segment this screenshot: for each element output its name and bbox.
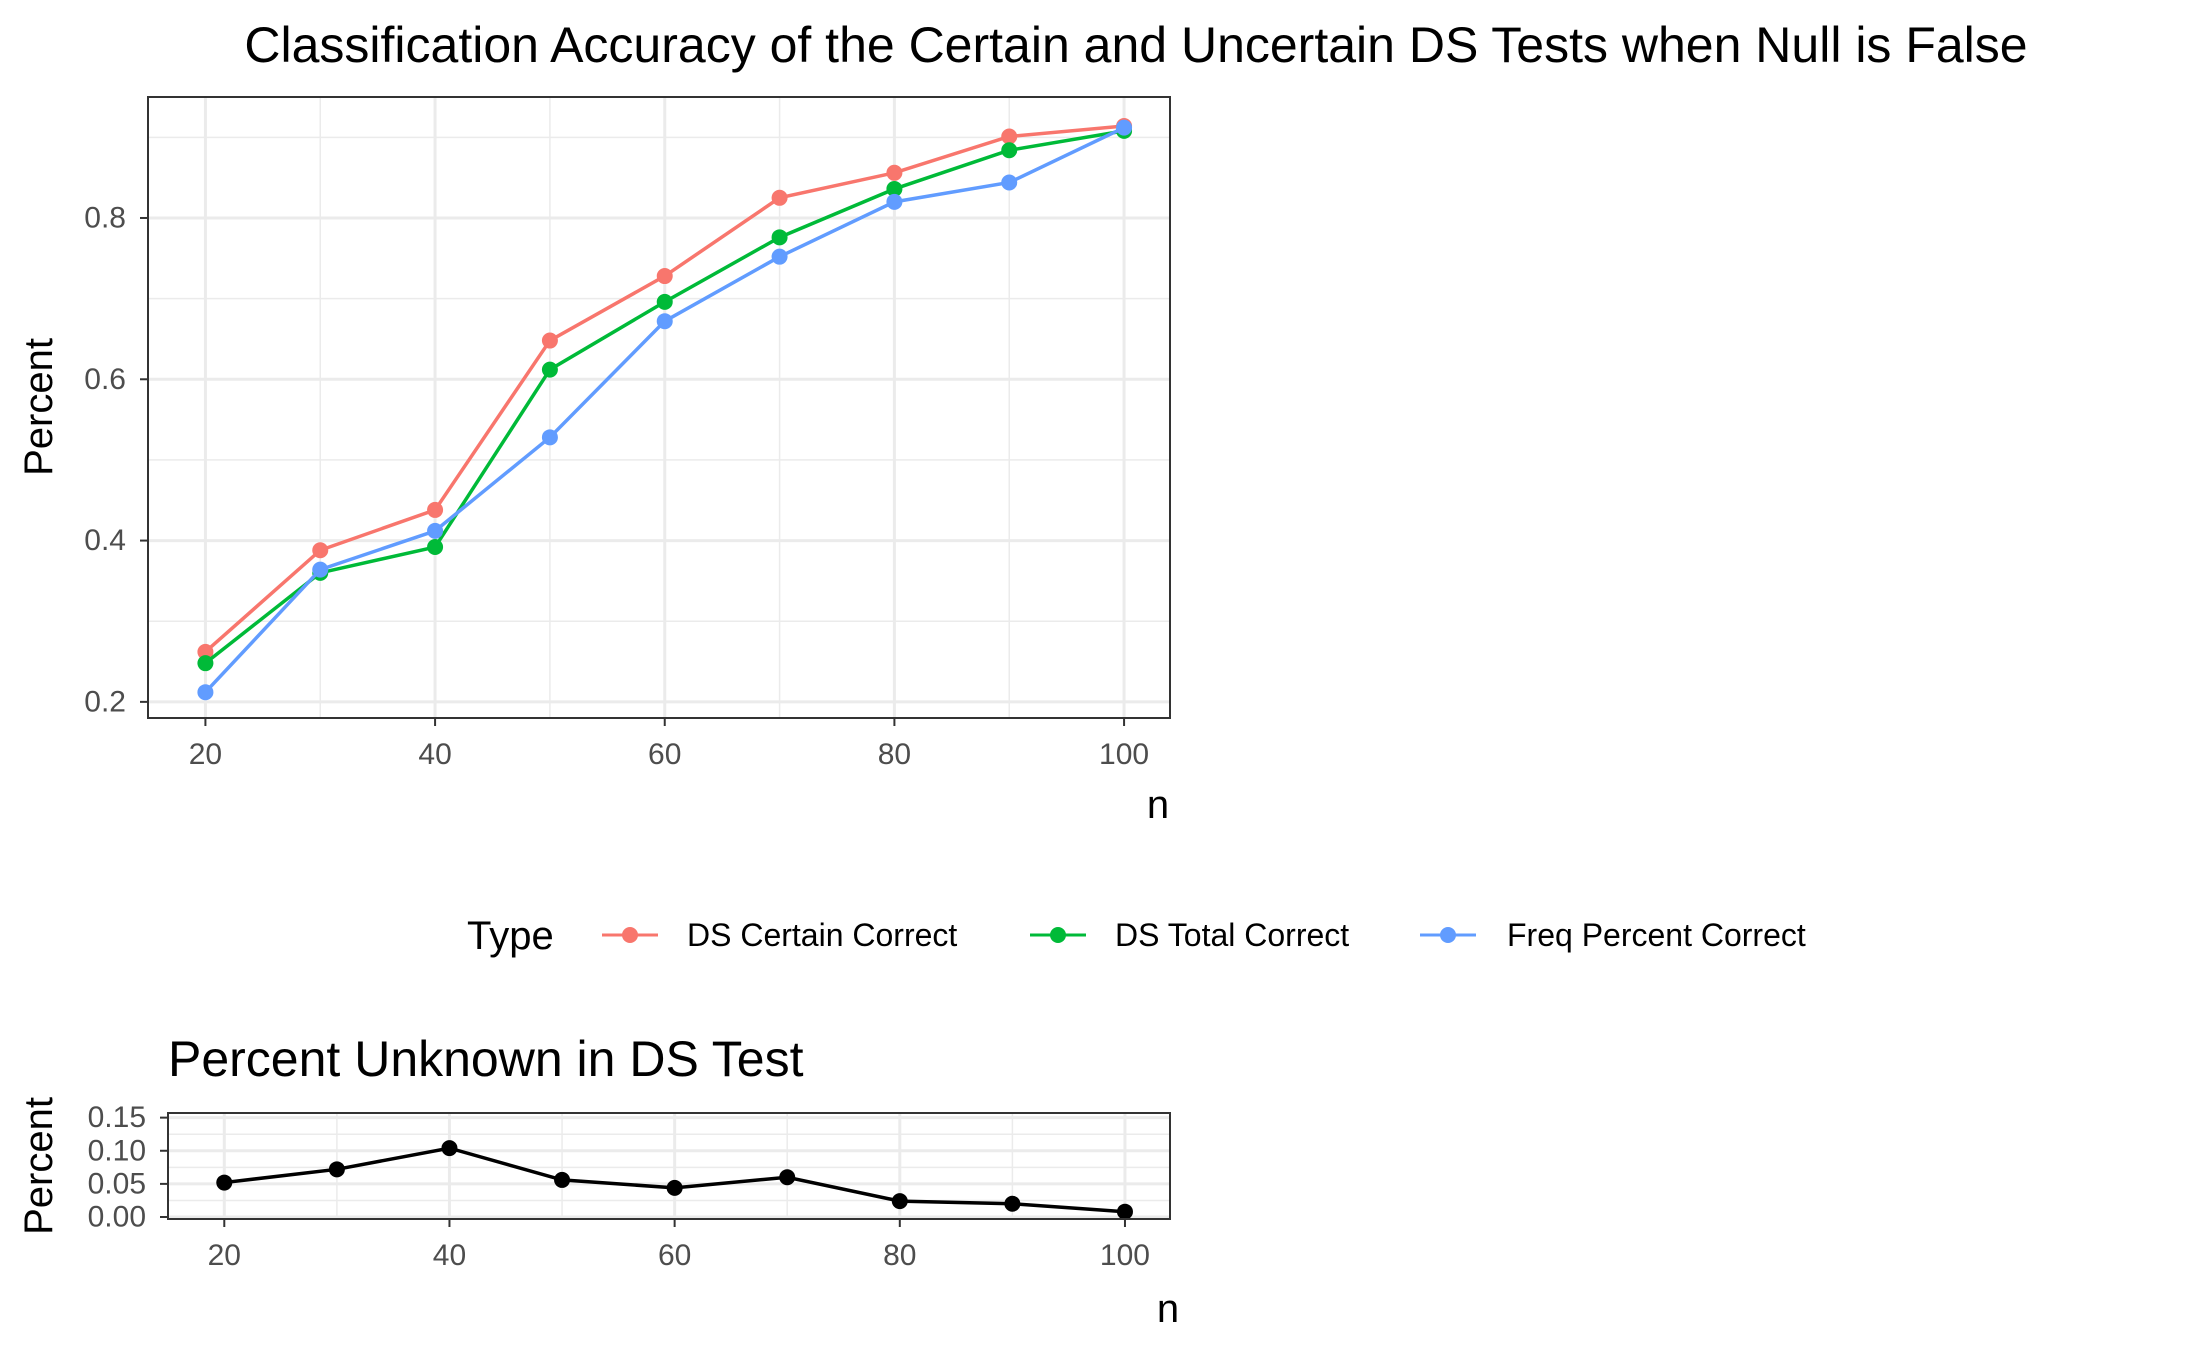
data-point-percent-unknown xyxy=(779,1169,796,1186)
data-point-freq-percent-correct xyxy=(656,313,673,330)
data-point-ds-total-correct xyxy=(197,655,214,672)
bottom-x-axis-title: n xyxy=(1157,1287,1179,1331)
x-axis-title: n xyxy=(1147,783,1169,827)
data-point-ds-certain-correct xyxy=(656,268,673,285)
data-point-freq-percent-correct xyxy=(312,561,329,578)
x-tick-label: 20 xyxy=(189,738,222,771)
bottom-axes xyxy=(160,1116,1126,1227)
data-point-percent-unknown xyxy=(891,1193,908,1210)
x-tick-label: 100 xyxy=(1100,1239,1150,1272)
x-tick-label: 60 xyxy=(658,1239,691,1272)
x-tick-label: 80 xyxy=(883,1239,916,1272)
data-point-ds-certain-correct xyxy=(771,189,788,206)
y-tick-label: 0.10 xyxy=(88,1134,146,1167)
data-point-freq-percent-correct xyxy=(541,429,558,446)
data-point-percent-unknown xyxy=(554,1171,571,1188)
data-point-ds-certain-correct xyxy=(1001,128,1018,145)
data-point-ds-certain-correct xyxy=(427,501,444,518)
x-tick-label: 20 xyxy=(208,1239,241,1272)
legend-key-point-ds-certain-correct xyxy=(622,927,638,943)
bottom-panel-border xyxy=(167,1112,1171,1220)
x-tick-label: 40 xyxy=(433,1239,466,1272)
data-point-freq-percent-correct xyxy=(886,193,903,210)
data-point-freq-percent-correct xyxy=(1001,174,1018,191)
y-tick-label: 0.2 xyxy=(84,685,126,718)
data-point-percent-unknown xyxy=(1004,1195,1021,1212)
data-point-percent-unknown xyxy=(216,1174,233,1191)
data-point-percent-unknown xyxy=(441,1140,458,1157)
y-tick-label: 0.05 xyxy=(88,1167,146,1200)
data-point-ds-total-correct xyxy=(427,539,444,556)
y-tick-label: 0.6 xyxy=(84,363,126,396)
y-tick-label: 0.15 xyxy=(88,1101,146,1134)
data-point-percent-unknown xyxy=(666,1179,683,1196)
data-point-ds-certain-correct xyxy=(886,164,903,181)
data-point-freq-percent-correct xyxy=(1116,119,1133,136)
data-point-ds-certain-correct xyxy=(197,643,214,660)
data-point-freq-percent-correct xyxy=(197,684,214,701)
top-axes xyxy=(140,216,1126,726)
bottom-series xyxy=(216,1140,1133,1220)
bottom-y-axis-title: Percent xyxy=(17,1097,61,1235)
data-point-ds-total-correct xyxy=(656,293,673,310)
legend-title: Type xyxy=(467,914,554,958)
legend: Type DS Certain Correct DS Total Correct… xyxy=(467,914,1806,958)
x-tick-label: 100 xyxy=(1099,738,1149,771)
bottom-chart-title: Percent Unknown in DS Test xyxy=(168,1031,804,1087)
legend-label-freq-percent-correct: Freq Percent Correct xyxy=(1507,917,1806,953)
data-point-ds-total-correct xyxy=(886,180,903,197)
chart-title: Classification Accuracy of the Certain a… xyxy=(244,17,2027,73)
data-point-ds-total-correct xyxy=(771,229,788,246)
y-tick-label: 0.00 xyxy=(88,1201,146,1234)
data-point-percent-unknown xyxy=(328,1161,345,1178)
data-point-ds-total-correct xyxy=(1001,142,1018,159)
top-panel-border xyxy=(147,96,1171,719)
x-tick-label: 80 xyxy=(878,738,911,771)
legend-key-point-freq-percent-correct xyxy=(1440,927,1456,943)
x-tick-label: 40 xyxy=(418,738,451,771)
data-point-freq-percent-correct xyxy=(427,522,444,539)
y-tick-label: 0.4 xyxy=(84,524,126,557)
data-point-ds-total-correct xyxy=(541,361,558,378)
x-tick-label: 60 xyxy=(648,738,681,771)
legend-label-ds-total-correct: DS Total Correct xyxy=(1115,917,1349,953)
data-point-ds-certain-correct xyxy=(312,542,329,559)
legend-label-ds-certain-correct: DS Certain Correct xyxy=(687,917,957,953)
data-point-ds-certain-correct xyxy=(541,332,558,349)
data-point-freq-percent-correct xyxy=(771,248,788,265)
data-point-percent-unknown xyxy=(1116,1203,1133,1220)
legend-key-point-ds-total-correct xyxy=(1050,927,1066,943)
y-tick-label: 0.8 xyxy=(84,201,126,234)
top-grid xyxy=(148,97,1170,718)
y-axis-title: Percent xyxy=(17,338,61,476)
top-series xyxy=(197,118,1133,701)
